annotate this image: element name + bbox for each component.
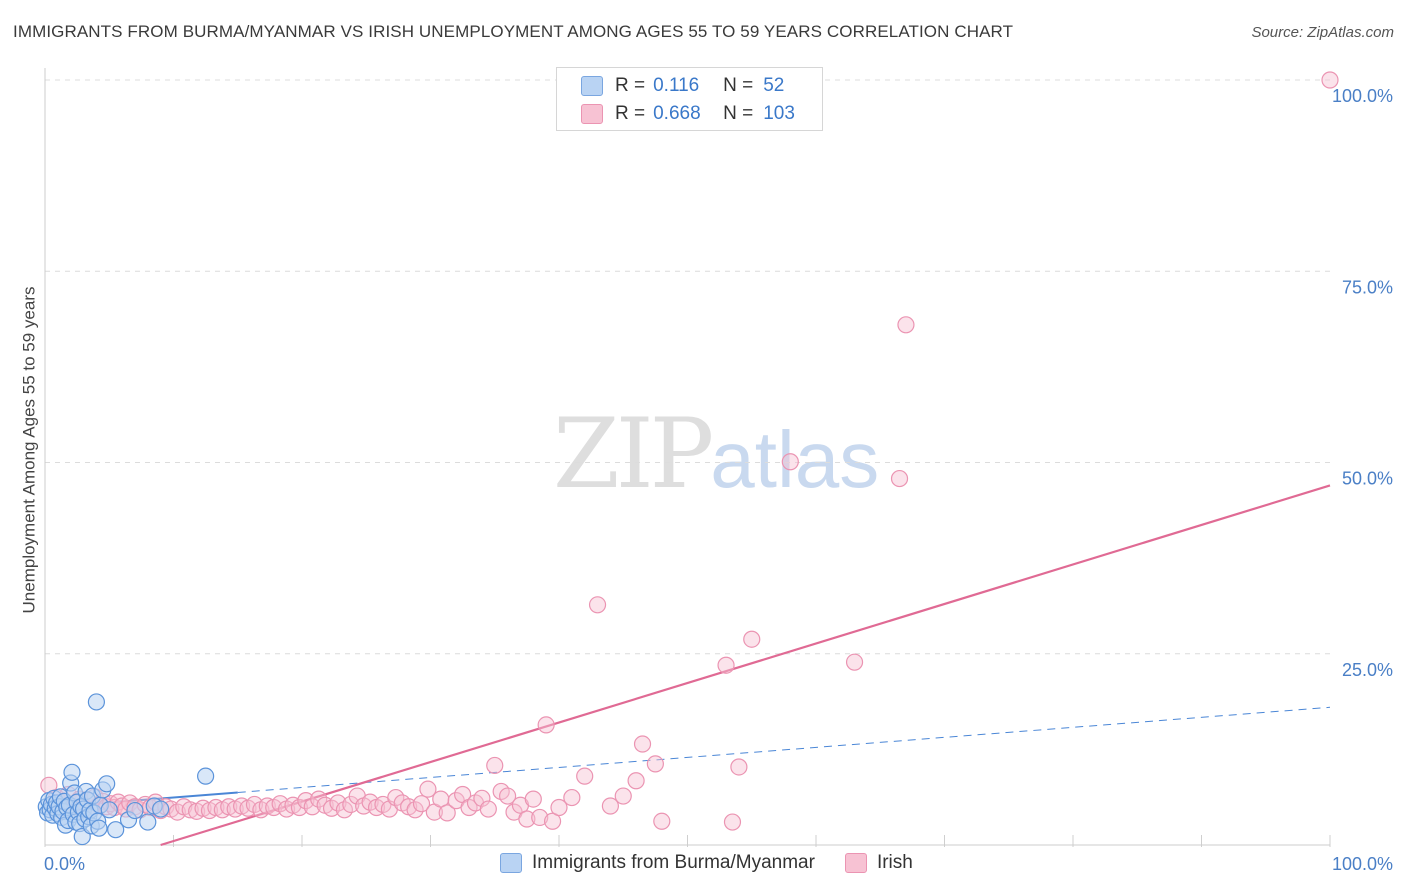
data-point-burma (197, 767, 215, 785)
watermark-atlas: atlas (710, 415, 880, 504)
data-point-irish (518, 810, 536, 828)
tick-labels: 100.0% 75.0% 50.0% 25.0% 0.0% 100.0% (44, 86, 1393, 874)
data-point-burma (87, 693, 106, 711)
data-point-burma (139, 813, 157, 831)
legend-r-label: R = (615, 75, 646, 96)
data-point-irish (486, 756, 504, 775)
watermark-zip: ZIP (553, 398, 714, 510)
series-name-burma: Immigrants from Burma/Myanmar (532, 852, 815, 873)
trend-lines (44, 484, 1331, 847)
data-point-irish (412, 795, 431, 813)
data-point-irish (576, 767, 594, 785)
data-point-burma (100, 801, 118, 819)
data-point-irish (653, 812, 671, 830)
y-tick-label: 75.0% (1342, 277, 1393, 297)
data-point-irish (499, 787, 517, 805)
legend-r-value: 0.116 (653, 75, 700, 96)
legend-r-value: 0.668 (653, 103, 701, 124)
data-point-burma (90, 819, 108, 837)
data-point-irish (633, 735, 652, 753)
data-point-irish (627, 772, 645, 790)
data-point-irish (524, 790, 542, 808)
data-point-irish (890, 469, 909, 488)
data-point-irish (781, 453, 799, 471)
data-point-irish (601, 797, 620, 815)
data-point-irish (845, 653, 864, 671)
data-point-irish (531, 808, 549, 827)
legend-row-irish: R = 0.668 N = 103 (581, 100, 795, 128)
legend-r-label: R = (615, 103, 646, 124)
data-point-irish (438, 804, 456, 822)
series-legend-burma: Immigrants from Burma/Myanmar (500, 852, 815, 874)
legend-n-value: 103 (763, 103, 795, 124)
data-point-irish (537, 716, 555, 734)
data-point-irish (473, 789, 491, 807)
data-point-irish (329, 794, 347, 812)
data-point-irish (1321, 71, 1339, 89)
series-swatch-pink (844, 853, 867, 873)
chart-source: Source: ZipAtlas.com (1251, 24, 1394, 41)
series-legend: Immigrants from Burma/Myanmar Irish (500, 852, 943, 874)
trend-line-irish (160, 484, 1331, 847)
data-point-irish (614, 787, 632, 805)
y-tick-label: 50.0% (1342, 469, 1393, 489)
data-point-irish (479, 800, 497, 818)
y-tick-label: 100.0% (1332, 86, 1393, 106)
legend-row-burma: R = 0.116 N = 52 (581, 72, 784, 100)
y-tick-label: 25.0% (1342, 660, 1393, 680)
data-point-irish (419, 780, 437, 798)
data-point-irish (297, 792, 315, 810)
data-point-irish (743, 630, 761, 648)
trend-line-burma-dashed (237, 706, 1331, 793)
data-points (37, 71, 1339, 846)
data-point-irish (646, 755, 664, 773)
legend-swatch-pink (581, 104, 603, 124)
legend-n-value: 52 (763, 75, 785, 96)
data-point-irish (897, 316, 915, 334)
data-point-irish (730, 758, 748, 776)
chart-title: IMMIGRANTS FROM BURMA/MYANMAR VS IRISH U… (13, 22, 1014, 41)
x-tick-label: 0.0% (44, 854, 85, 874)
data-point-irish (550, 798, 568, 817)
data-point-irish (723, 813, 742, 831)
data-point-irish (406, 801, 424, 819)
data-point-irish (290, 798, 309, 817)
data-point-irish (258, 797, 276, 815)
data-point-burma (126, 801, 144, 820)
data-point-irish (717, 656, 735, 674)
series-swatch-blue (500, 853, 522, 873)
legend-n-label: N = (723, 103, 754, 124)
data-point-irish (310, 790, 328, 808)
data-point-burma (63, 763, 81, 781)
correlation-legend: R = 0.116 N = 52 R = 0.668 N = 103 (556, 67, 823, 131)
data-point-burma (98, 775, 116, 793)
data-point-irish (588, 596, 607, 614)
x-tick-label: 100.0% (1332, 854, 1393, 874)
legend-swatch-blue (581, 76, 603, 96)
watermark: ZIPatlas (553, 398, 879, 510)
series-name-irish: Irish (876, 852, 913, 873)
data-point-burma (107, 821, 125, 839)
data-point-irish (563, 788, 581, 807)
data-point-irish (543, 812, 562, 830)
axes (44, 68, 1330, 846)
grid-lines (44, 79, 1331, 847)
legend-n-label: N = (723, 75, 754, 96)
series-legend-irish: Irish (844, 852, 913, 874)
data-point-burma (152, 800, 170, 818)
data-point-irish (181, 801, 199, 819)
